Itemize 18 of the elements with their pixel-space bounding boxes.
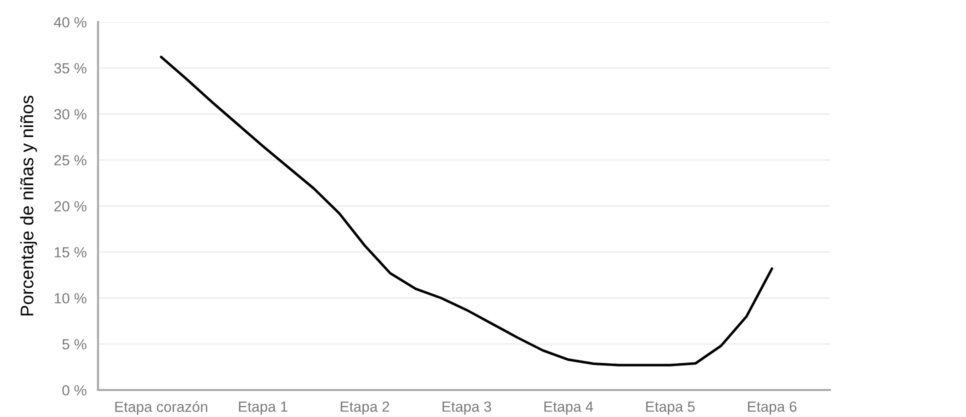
line-series [160,56,774,366]
x-tick-label: Etapa 4 [544,402,594,415]
y-axis-title: Porcentaje de niñas y niños [20,96,37,316]
x-tick-label: Etapa 2 [340,401,390,415]
x-tick-label: Etapa 1 [238,402,288,415]
y-tick-label: 10 % [54,293,86,304]
x-tick-label: Etapa corazón [115,401,208,415]
y-tick-label: 35 % [54,63,86,74]
x-tick-label: Etapa 6 [748,401,796,415]
x-tick-label: Etapa 3 [442,401,492,415]
y-tick-label: 25 % [54,155,86,166]
y-tick-label: 5 % [62,339,86,350]
y-tick-label: 0 % [62,385,86,396]
y-tick-label: 20 % [54,201,86,212]
y-tick-label: 30 % [54,109,86,120]
y-tick-label: 40 % [54,17,86,28]
y-tick-label: 15 % [54,247,86,258]
x-tick-label: Etapa 5 [646,402,695,415]
